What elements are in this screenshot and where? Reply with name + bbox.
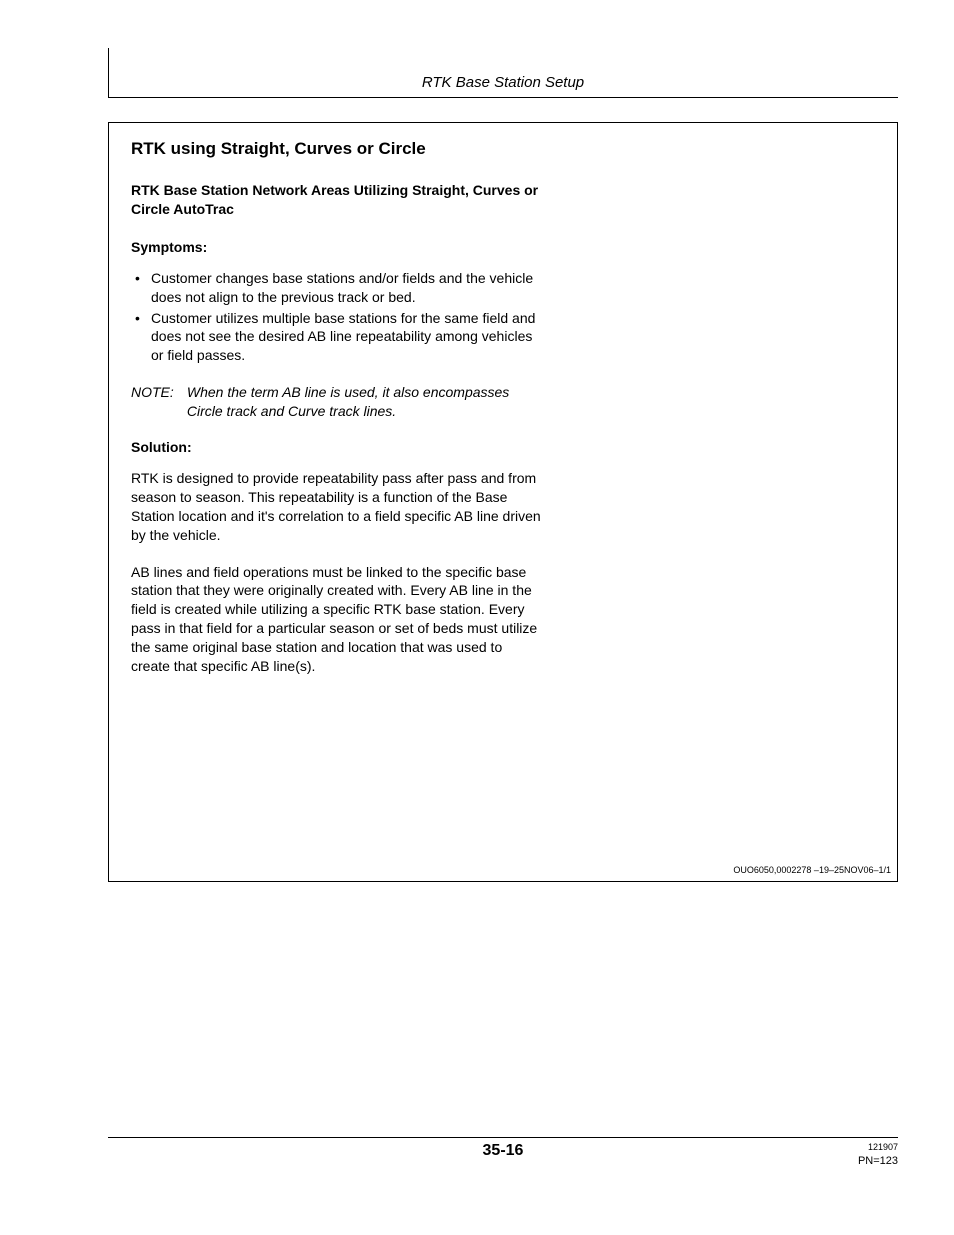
- symptoms-label: Symptoms:: [131, 239, 541, 255]
- footer: 35-16 121907 PN=123: [108, 1137, 898, 1163]
- footer-rule: 35-16 121907 PN=123: [108, 1137, 898, 1163]
- note-body: When the term AB line is used, it also e…: [187, 383, 527, 421]
- list-item: Customer changes base stations and/or fi…: [131, 269, 541, 307]
- content-box: RTK using Straight, Curves or Circle RTK…: [108, 122, 898, 882]
- page-number: 35-16: [108, 1142, 898, 1160]
- paragraph: AB lines and field operations must be li…: [131, 563, 541, 676]
- pn-code: PN=123: [858, 1154, 898, 1168]
- date-code: 121907: [858, 1142, 898, 1154]
- header-title: RTK Base Station Setup: [108, 74, 898, 91]
- footer-right: 121907 PN=123: [858, 1142, 898, 1168]
- note-label: NOTE:: [131, 383, 183, 402]
- page-container: RTK Base Station Setup RTK using Straigh…: [108, 48, 898, 1163]
- list-item: Customer utilizes multiple base stations…: [131, 309, 541, 366]
- symptoms-list: Customer changes base stations and/or fi…: [131, 269, 541, 365]
- doc-reference: OUO6050,0002278 –19–25NOV06–1/1: [733, 865, 891, 875]
- note: NOTE: When the term AB line is used, it …: [131, 383, 541, 421]
- header: RTK Base Station Setup: [108, 48, 898, 98]
- subtitle: RTK Base Station Network Areas Utilizing…: [131, 181, 541, 219]
- section-title: RTK using Straight, Curves or Circle: [131, 139, 541, 159]
- paragraph: RTK is designed to provide repeatability…: [131, 469, 541, 545]
- solution-label: Solution:: [131, 439, 541, 455]
- text-column: RTK using Straight, Curves or Circle RTK…: [131, 139, 541, 676]
